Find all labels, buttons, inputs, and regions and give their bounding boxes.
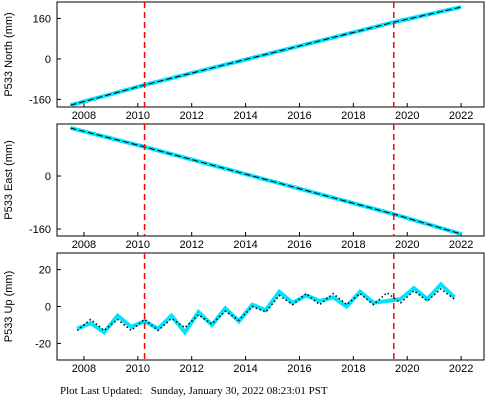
y-tick-label: 160	[33, 13, 51, 25]
x-tick-label: 2012	[179, 239, 203, 251]
data-line	[76, 288, 455, 332]
x-tick-label: 2016	[287, 239, 311, 251]
y-axis-title: P533 East (mm)	[3, 140, 15, 219]
x-tick-label: 2022	[449, 110, 473, 122]
plot-frame	[56, 123, 485, 237]
y-axis-title: P533 North (mm)	[3, 12, 15, 96]
x-tick-label: 2020	[395, 110, 419, 122]
x-tick-label: 2014	[233, 363, 257, 375]
x-tick-label: 2014	[233, 110, 257, 122]
x-tick-label: 2014	[233, 239, 257, 251]
x-tick-label: 2016	[287, 363, 311, 375]
y-tick-label: 0	[45, 54, 51, 66]
x-tick-label: 2010	[126, 110, 150, 122]
data-line	[69, 5, 462, 108]
x-tick-label: 2010	[126, 239, 150, 251]
x-tick-label: 2008	[72, 239, 96, 251]
footer: Plot Last Updated: Sunday, January 30, 2…	[60, 385, 328, 397]
y-tick-label: -160	[29, 224, 51, 236]
y-tick-label: 20	[39, 265, 51, 277]
model-line	[70, 6, 462, 106]
x-tick-label: 2018	[341, 110, 365, 122]
y-tick-label: 0	[45, 171, 51, 183]
x-tick-label: 2020	[395, 363, 419, 375]
x-tick-label: 2018	[341, 363, 365, 375]
y-tick-label: -160	[29, 94, 51, 106]
y-tick-label: 0	[45, 302, 51, 314]
x-tick-label: 2008	[72, 110, 96, 122]
x-tick-label: 2008	[72, 363, 96, 375]
x-tick-label: 2022	[449, 363, 473, 375]
x-tick-label: 2012	[179, 363, 203, 375]
y-axis-title: P533 Up (mm)	[3, 271, 15, 343]
data-line	[69, 126, 462, 236]
x-tick-label: 2020	[395, 239, 419, 251]
data-line	[76, 281, 456, 336]
x-tick-label: 2012	[179, 110, 203, 122]
plot-frame	[56, 1, 485, 108]
model-line	[70, 127, 462, 235]
x-tick-label: 2022	[449, 239, 473, 251]
y-tick-label: -20	[35, 338, 51, 350]
x-tick-label: 2016	[287, 110, 311, 122]
x-tick-label: 2018	[341, 239, 365, 251]
x-tick-label: 2010	[126, 363, 150, 375]
